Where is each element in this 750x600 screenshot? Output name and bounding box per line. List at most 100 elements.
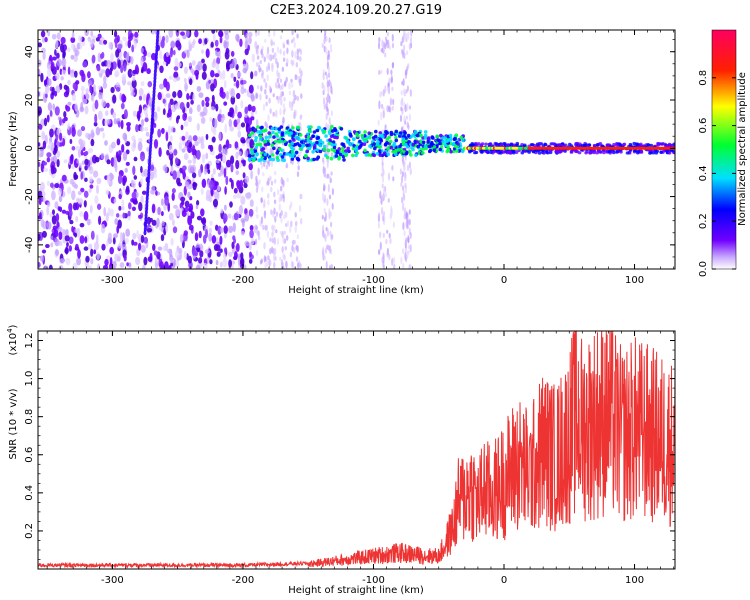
noise-blob [388, 253, 391, 261]
noise-blob [265, 94, 268, 100]
noise-blob [47, 30, 51, 37]
noise-blob [138, 88, 144, 96]
noise-blob [331, 233, 334, 240]
noise-blob [294, 74, 297, 81]
noise-blob [237, 130, 242, 138]
band-blob [459, 135, 464, 140]
noise-blob [140, 56, 144, 67]
noise-blob [206, 163, 210, 170]
noise-blob [228, 118, 233, 128]
noise-blob [272, 41, 275, 46]
noise-blob [293, 109, 296, 118]
band-blob [346, 146, 351, 151]
noise-blob [286, 58, 289, 64]
noise-blob [154, 257, 158, 267]
noise-blob [140, 234, 145, 244]
noise-blob [205, 152, 209, 160]
noise-blob [263, 210, 267, 219]
noise-blob [47, 102, 53, 112]
noise-blob [285, 260, 288, 269]
noise-blob [205, 133, 209, 140]
noise-blob [58, 206, 63, 212]
noise-blob [184, 82, 188, 92]
noise-blob [240, 139, 246, 144]
noise-blob [72, 82, 77, 90]
band-blob [270, 126, 275, 131]
noise-blob [283, 230, 286, 235]
band-blob [322, 144, 327, 149]
noise-blob [244, 240, 250, 247]
noise-blob [330, 221, 333, 228]
noise-blob [260, 197, 263, 204]
noise-blob [296, 53, 300, 60]
band-blob [358, 139, 362, 144]
noise-blob [101, 99, 106, 108]
band-blob [318, 149, 323, 154]
noise-blob [187, 191, 191, 199]
noise-blob [327, 65, 331, 74]
noise-blob [93, 90, 97, 96]
noise-blob [110, 174, 115, 180]
band-blob [335, 135, 339, 140]
noise-blob [274, 178, 277, 184]
noise-blob [321, 214, 324, 220]
noise-blob [228, 143, 232, 149]
noise-blob [187, 215, 191, 224]
y-tick-label: 0.8 [24, 409, 35, 425]
noise-blob [409, 168, 412, 176]
noise-blob [279, 230, 283, 235]
noise-blob [212, 127, 217, 136]
noise-blob [236, 181, 242, 190]
noise-blob [296, 171, 300, 178]
noise-blob [263, 161, 266, 167]
noise-blob [276, 189, 280, 196]
noise-blob [54, 49, 57, 56]
band-blob [416, 144, 421, 149]
noise-blob [384, 36, 388, 41]
band-blob [274, 139, 278, 144]
noise-blob [256, 48, 259, 56]
noise-blob [209, 259, 213, 265]
noise-blob [235, 33, 240, 42]
band-blob [428, 148, 433, 153]
noise-blob [128, 262, 132, 268]
noise-blob [230, 155, 235, 165]
band-blob [301, 143, 306, 148]
noise-blob [143, 49, 147, 57]
noise-blob [224, 186, 227, 195]
noise-blob [114, 253, 119, 262]
noise-blob [189, 78, 193, 86]
noise-blob [62, 228, 66, 236]
noise-blob [161, 127, 165, 134]
noise-blob [280, 216, 283, 224]
noise-blob [391, 86, 394, 92]
band-blob [436, 138, 440, 142]
band-blob [404, 151, 409, 156]
band-blob [577, 151, 582, 155]
band-blob [378, 131, 383, 135]
band-blob [411, 142, 416, 147]
noise-blob [267, 66, 271, 71]
noise-blob [146, 52, 152, 58]
noise-blob [125, 53, 130, 62]
noise-blob [84, 105, 89, 115]
band-blob [307, 146, 312, 151]
band-blob [598, 142, 603, 146]
noise-blob [127, 39, 132, 49]
noise-blob [174, 57, 179, 67]
noise-blob [179, 102, 185, 110]
noise-blob [113, 233, 118, 239]
noise-blob [121, 143, 125, 153]
band-blob [406, 133, 411, 138]
band-blob [423, 144, 428, 149]
band-blob [509, 143, 514, 147]
noise-blob [214, 39, 219, 47]
band-blob [322, 147, 327, 151]
noise-blob [75, 80, 80, 85]
noise-blob [151, 185, 156, 195]
band-blob [432, 145, 437, 149]
noise-blob [220, 165, 225, 175]
noise-blob [183, 146, 188, 151]
band-blob [475, 143, 479, 147]
band-blob [429, 142, 434, 146]
